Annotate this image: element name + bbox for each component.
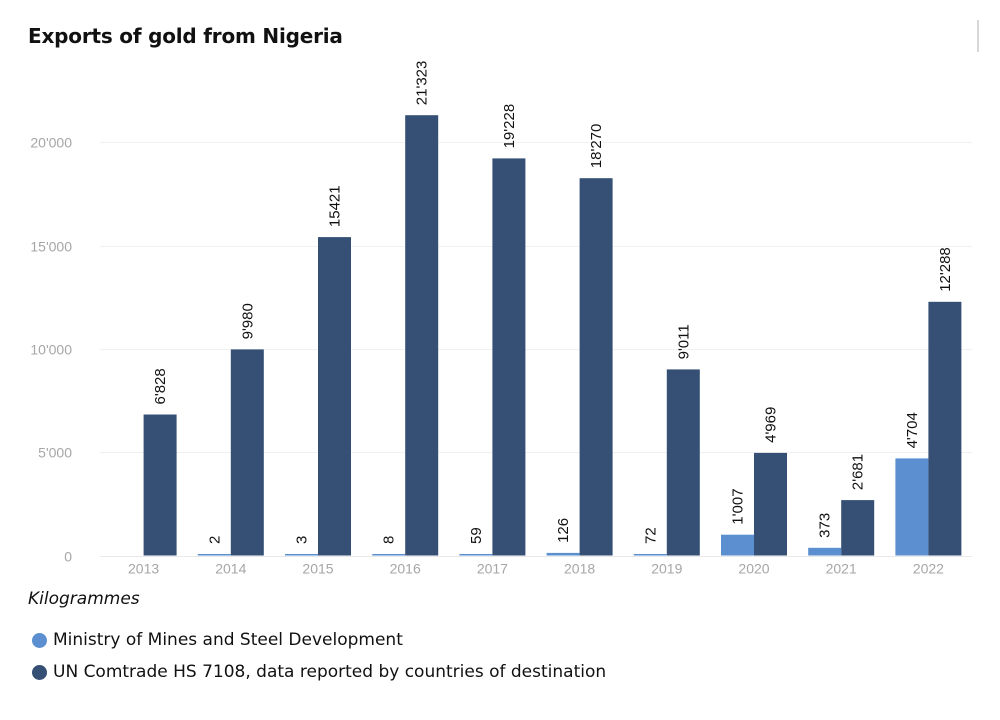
bar-ministry-2022 <box>895 458 929 556</box>
x-tick-label: 2020 <box>738 561 769 577</box>
data-label: 4'704 <box>904 412 921 448</box>
legend: Ministry of Mines and Steel Development … <box>32 624 606 688</box>
x-tick-label: 2013 <box>128 561 159 577</box>
bar-ministry-2018 <box>546 552 580 556</box>
legend-dot-icon <box>32 664 47 680</box>
bar-comtrade-2020 <box>754 452 787 556</box>
y-unit-label: Kilogrammes <box>28 589 140 609</box>
y-axis-ticks: 0 5'000 10'000 15'000 20'000 <box>30 135 72 565</box>
data-label: 18'270 <box>588 124 605 169</box>
bar-ministry-2014 <box>197 554 231 556</box>
bar-comtrade-2022 <box>928 301 962 556</box>
bar-comtrade-2015 <box>318 237 351 556</box>
scrollbar-handle[interactable] <box>977 20 979 52</box>
bar-comtrade-2021 <box>841 500 875 556</box>
legend-item-comtrade[interactable]: UN Comtrade HS 7108, data reported by co… <box>32 656 606 688</box>
data-label: 373 <box>817 513 834 538</box>
bar-chart: 0 5'000 10'000 15'000 20'000 6'828 2 9'980 3 154… <box>30 61 972 577</box>
x-tick-label: 2015 <box>302 561 333 577</box>
data-label: 12'288 <box>937 247 954 292</box>
bar-comtrade-2014 <box>230 349 264 556</box>
data-label: 4'969 <box>763 407 780 443</box>
data-labels: 6'828 2 9'980 3 15421 8 21'323 59 19'228 126 18'27… <box>152 61 954 544</box>
x-tick-label: 2018 <box>564 561 595 577</box>
data-label: 72 <box>642 527 659 544</box>
data-label: 2 <box>206 536 223 544</box>
y-tick-label: 10'000 <box>30 342 72 358</box>
bar-ministry-2015 <box>285 554 318 556</box>
bar-ministry-2017 <box>459 554 493 556</box>
data-label: 3 <box>294 536 311 544</box>
data-label: 6'828 <box>152 368 169 404</box>
x-tick-label: 2017 <box>477 561 508 577</box>
bar-ministry-2019 <box>633 554 667 556</box>
y-tick-label: 20'000 <box>30 135 72 151</box>
data-label: 15421 <box>327 185 344 227</box>
bar-comtrade-2017 <box>492 158 526 556</box>
legend-dot-icon <box>32 632 47 648</box>
bars <box>143 115 962 556</box>
legend-item-ministry[interactable]: Ministry of Mines and Steel Development <box>32 624 606 656</box>
data-label: 126 <box>555 518 572 543</box>
y-tick-label: 0 <box>64 549 72 565</box>
data-label: 9'980 <box>239 303 256 339</box>
data-label: 8 <box>381 536 398 544</box>
bar-comtrade-2013 <box>143 414 177 556</box>
x-tick-label: 2022 <box>913 561 944 577</box>
y-tick-label: 5'000 <box>38 445 72 461</box>
bar-comtrade-2016 <box>405 115 439 556</box>
y-tick-label: 15'000 <box>30 239 72 255</box>
legend-label: UN Comtrade HS 7108, data reported by co… <box>53 662 607 682</box>
chart-title: Exports of gold from Nigeria <box>28 24 343 48</box>
data-label: 1'007 <box>730 488 747 524</box>
x-axis-ticks: 2013 2014 2015 2016 2017 2018 2019 2020 2021 2022 <box>128 561 944 577</box>
bar-ministry-2016 <box>372 554 406 556</box>
data-label: 2'681 <box>850 454 867 490</box>
x-tick-label: 2021 <box>826 561 857 577</box>
legend-label: Ministry of Mines and Steel Development <box>53 630 403 650</box>
bar-comtrade-2019 <box>666 369 700 556</box>
bar-ministry-2020 <box>721 534 754 556</box>
x-tick-label: 2014 <box>215 561 246 577</box>
data-label: 9'011 <box>675 324 692 359</box>
data-label: 21'323 <box>414 61 431 106</box>
bar-ministry-2021 <box>808 547 842 556</box>
bar-comtrade-2018 <box>579 178 613 556</box>
data-label: 19'228 <box>501 104 518 149</box>
data-label: 59 <box>468 527 485 544</box>
x-tick-label: 2019 <box>651 561 682 577</box>
x-tick-label: 2016 <box>390 561 421 577</box>
